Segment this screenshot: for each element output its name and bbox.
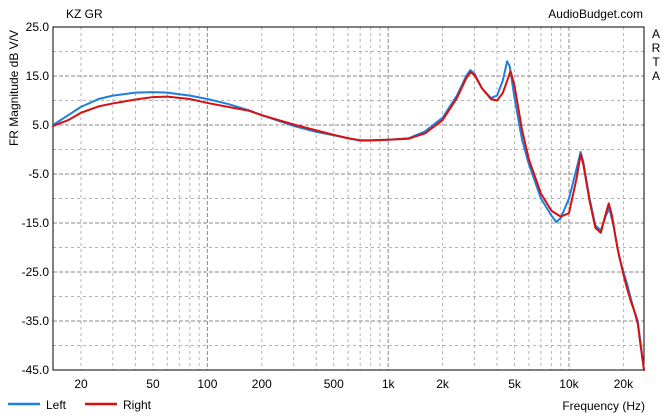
x-tick-label: 10k: [559, 377, 579, 391]
x-tick-label: 1k: [382, 377, 396, 391]
y-tick-label: -35.0: [22, 314, 50, 328]
series-line-left: [52, 60, 645, 371]
y-tick-label: -5.0: [28, 167, 49, 181]
y-tick-label: 25.0: [26, 20, 50, 34]
chart-title: KZ GR: [66, 7, 103, 21]
grid-lines: [53, 27, 644, 370]
plot-frame: [52, 26, 645, 371]
y-tick-label: -45.0: [22, 363, 50, 377]
y-tick-label: 15.0: [26, 69, 50, 83]
series-line-right: [52, 70, 645, 371]
side-letter: A: [652, 27, 660, 41]
legend-right-label: Right: [123, 398, 152, 412]
y-axis-label: FR Magnitude dB V/V: [7, 30, 21, 146]
side-letter: T: [652, 55, 660, 69]
x-tick-label: 100: [197, 377, 217, 391]
y-tick-label: 5.0: [32, 118, 49, 132]
x-tick-labels: 20 50 100 200 500 1k 2k 5k 10k 20k: [74, 377, 634, 391]
y-tick-label: -25.0: [22, 265, 50, 279]
x-tick-label: 2k: [436, 377, 450, 391]
x-tick-label: 5k: [508, 377, 522, 391]
series-group: [52, 60, 645, 371]
y-tick-labels: 25.0 15.0 5.0 -5.0 -15.0 -25.0 -35.0 -45.0: [22, 20, 50, 377]
x-axis-label: Frequency (Hz): [562, 399, 645, 413]
y-tick-label: -15.0: [22, 216, 50, 230]
x-tick-label: 50: [146, 377, 160, 391]
source-label: AudioBudget.com: [548, 7, 643, 21]
x-tick-label: 200: [252, 377, 272, 391]
side-letter: A: [652, 69, 660, 83]
side-letter: R: [652, 41, 661, 55]
x-tick-label: 500: [324, 377, 344, 391]
legend-left-label: Left: [46, 398, 67, 412]
x-tick-label: 20k: [614, 377, 634, 391]
x-tick-label: 20: [74, 377, 88, 391]
legend: Left Right: [8, 398, 152, 412]
